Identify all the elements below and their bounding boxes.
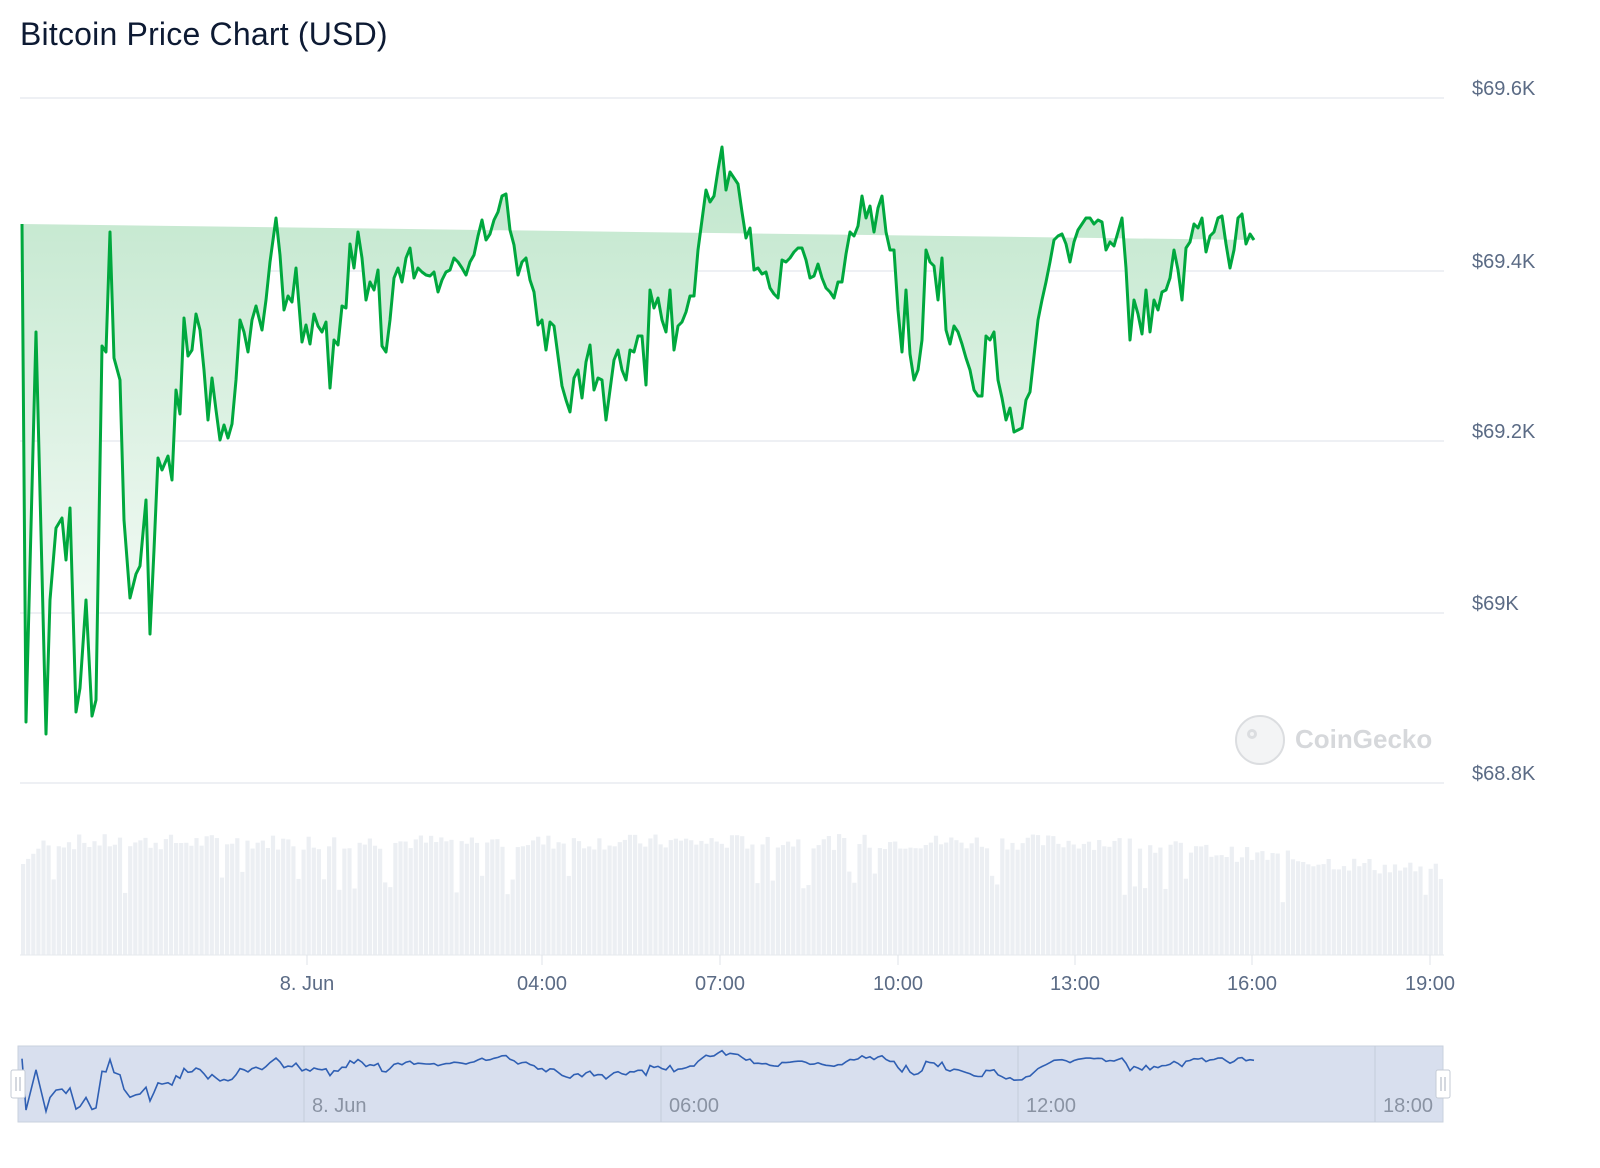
x-tick-label: 8. Jun xyxy=(280,973,334,995)
chart-title: Bitcoin Price Chart (USD) xyxy=(20,16,388,52)
x-tick-label: 04:00 xyxy=(517,973,567,995)
x-tick-label: 13:00 xyxy=(1050,973,1100,995)
y-tick-label: $69.6K xyxy=(1472,78,1536,100)
y-tick-label: $69K xyxy=(1472,593,1519,615)
price-area xyxy=(22,147,1254,734)
y-tick-label: $68.8K xyxy=(1472,763,1536,785)
x-tick-label: 19:00 xyxy=(1405,973,1455,995)
watermark-text: CoinGecko xyxy=(1295,724,1432,754)
navigator-tick-label: 8. Jun xyxy=(312,1095,366,1117)
y-tick-label: $69.2K xyxy=(1472,421,1536,443)
navigator[interactable]: 8. Jun 06:00 12:00 18:00 xyxy=(10,1045,1451,1123)
x-tick-label: 07:00 xyxy=(695,973,745,995)
navigator-range[interactable] xyxy=(17,1045,1444,1123)
x-tick-label: 10:00 xyxy=(873,973,923,995)
navigator-handle-left[interactable] xyxy=(10,1069,26,1099)
x-tick-label: 16:00 xyxy=(1227,973,1277,995)
navigator-line xyxy=(21,1049,1255,1115)
price-line[interactable] xyxy=(20,145,1256,736)
x-axis: 8. Jun 04:00 07:00 10:00 13:00 16:00 19:00 xyxy=(280,955,1455,995)
volume-bars xyxy=(21,834,1443,955)
coingecko-watermark: CoinGecko xyxy=(1235,715,1432,765)
navigator-handle-right[interactable] xyxy=(1435,1069,1451,1099)
navigator-tick-label: 12:00 xyxy=(1026,1095,1076,1117)
y-axis: $69.6K $69.4K $69.2K $69K $68.8K xyxy=(1472,78,1536,785)
y-tick-label: $69.4K xyxy=(1472,251,1536,273)
navigator-tick-label: 18:00 xyxy=(1383,1095,1433,1117)
navigator-tick-label: 06:00 xyxy=(669,1095,719,1117)
gecko-logo-icon xyxy=(1235,715,1285,765)
